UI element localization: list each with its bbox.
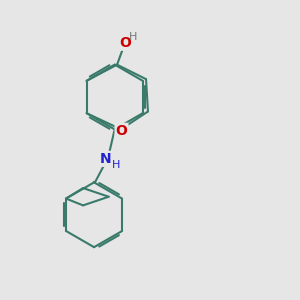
Text: O: O [116, 124, 128, 138]
Text: H: H [112, 160, 120, 170]
Text: H: H [129, 32, 137, 42]
Text: N: N [100, 152, 112, 166]
Text: O: O [119, 36, 131, 50]
